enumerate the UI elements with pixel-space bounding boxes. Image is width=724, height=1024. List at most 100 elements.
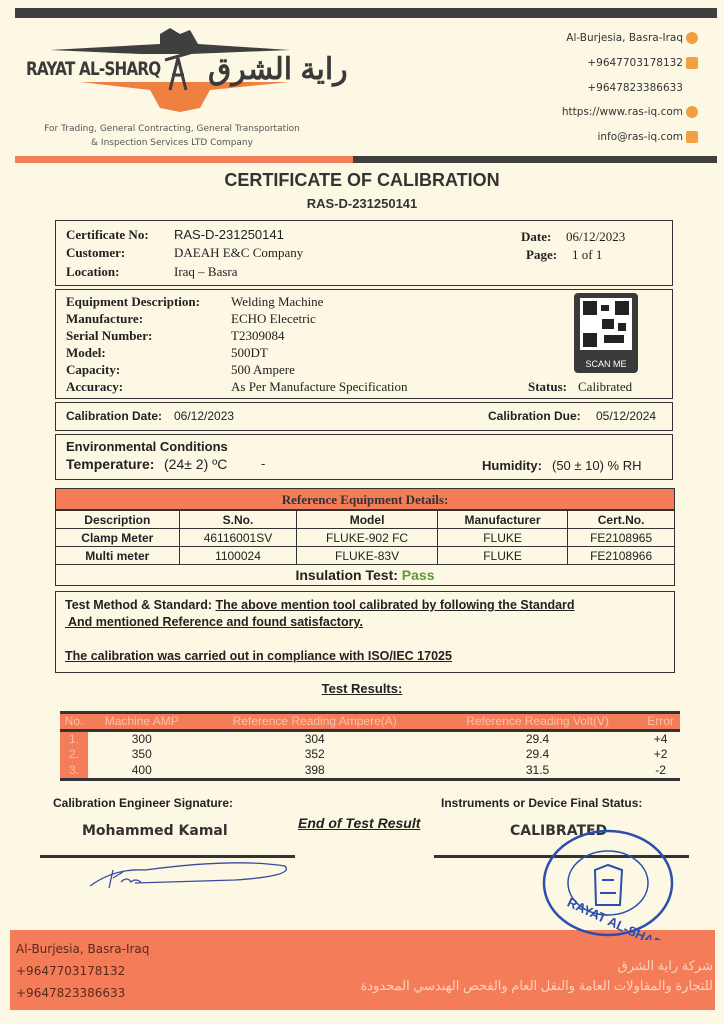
qr-code[interactable]: SCAN ME (574, 293, 638, 373)
temperature-value: (24± 2) ºC (164, 456, 228, 472)
test-results-title: Test Results: (321, 681, 403, 696)
logo-company-name: RAYAT AL-SHARQ (26, 58, 161, 80)
reference-cell: FE2108965 (567, 528, 675, 547)
reference-cell: FE2108966 (567, 546, 675, 565)
reference-cell: 1100024 (178, 546, 298, 565)
contact-phone-2: +9647823386633 (587, 82, 683, 94)
insulation-test: Insulation Test: Pass (55, 564, 675, 586)
status-signature-line (434, 855, 689, 858)
results-cell: +2 (653, 747, 668, 761)
reference-cell: Clamp Meter (55, 528, 180, 547)
footer-phone-2: +9647823386633 (16, 986, 126, 1000)
customer-label: Customer: (66, 245, 126, 260)
results-cell: 350 (131, 747, 152, 761)
engineer-signature-label: Calibration Engineer Signature: (53, 796, 234, 810)
results-cell: 29.4 (525, 747, 550, 761)
results-row: 2. 350 352 29.4 +2 (60, 746, 680, 762)
reference-cell: 46116001SV (178, 528, 298, 547)
equipment-desc-value: Welding Machine (231, 294, 324, 309)
final-status-label: Instruments or Device Final Status: (441, 796, 643, 810)
results-header-row: No. Machine AMP Reference Reading Ampere(A… (60, 714, 680, 730)
company-logo (50, 28, 290, 112)
reference-column-header: S.No. (178, 510, 298, 529)
cert-no-label: Certificate No: (66, 227, 149, 242)
tagline-line: & Inspection Services LTD Company (91, 138, 253, 148)
email-link[interactable]: info@ras-iq.com (597, 131, 683, 143)
separator: - (261, 456, 266, 471)
header-band-orange (15, 156, 353, 163)
document-title: CERTIFICATE OF CALIBRATION (224, 170, 500, 190)
model-value: 500DT (231, 345, 268, 360)
results-cell: 31.5 (525, 763, 550, 777)
date-label: Date: (521, 229, 552, 244)
reference-row: Multi meter 1100024 FLUKE-83V FLUKE FE210896… (55, 546, 675, 565)
humidity-label: Humidity: (482, 458, 542, 473)
footer-address: Al-Burjesia, Basra-Iraq (16, 942, 150, 956)
status-label: Status: (528, 379, 568, 394)
reference-cell: FLUKE (436, 528, 569, 547)
calibration-date-value: 06/12/2023 (174, 409, 235, 423)
environment-title: Environmental Conditions (66, 439, 228, 454)
manufacture-label: Manufacture: (66, 311, 144, 326)
accuracy-label: Accuracy: (66, 379, 124, 394)
test-method-text: The above mention tool calibrated by fol… (215, 598, 575, 612)
test-method-label: Test Method & Standard: (65, 598, 212, 612)
page-label: Page: (526, 247, 558, 262)
results-cell: 1. (60, 730, 88, 746)
qr-caption: SCAN ME (585, 359, 627, 369)
results-cell: 3. (60, 762, 88, 778)
signature-line (40, 855, 295, 858)
results-cell: -2 (655, 763, 666, 777)
contact-website: https://www.ras-iq.com (562, 106, 698, 118)
mail-icon (686, 131, 698, 143)
results-cell: +4 (653, 731, 668, 746)
calibration-due-label: Calibration Due: (488, 409, 581, 423)
capacity-value: 500 Ampere (231, 362, 295, 377)
results-column-header: Machine AMP (104, 714, 179, 729)
globe-icon (686, 106, 698, 118)
test-method-text-2: And mentioned Reference and found satisf… (65, 615, 363, 629)
results-cell: 300 (131, 731, 152, 746)
reference-column-header: Model (296, 510, 438, 529)
engineer-name: Mohammed Kamal (82, 823, 228, 839)
capacity-label: Capacity: (66, 362, 121, 377)
stamp-text: RAYAT AL-SHARQ Co. (565, 895, 680, 940)
footer-arabic-tagline: للتجارة والمقاولات العامة والنقل العام و… (360, 978, 714, 993)
certificate-info-box: Certificate No: RAS-D-231250141 Customer… (55, 220, 673, 286)
reference-table: Description S.No. Model Manufacturer Cert.No… (55, 510, 675, 586)
tagline: For Trading, General Contracting, Genera… (22, 122, 322, 150)
location-label: Location: (66, 264, 120, 279)
end-of-test-result: End of Test Result (298, 815, 421, 831)
reference-cell: FLUKE (436, 546, 569, 565)
results-row: 1. 300 304 29.4 +4 (60, 730, 680, 746)
location-pin-icon (686, 32, 698, 44)
results-cell: 352 (304, 747, 325, 761)
reference-row: Clamp Meter 46116001SV FLUKE-902 FC FLUKE FE… (55, 528, 675, 547)
reference-cell: FLUKE-83V (296, 546, 438, 565)
calibration-due-value: 05/12/2024 (596, 409, 657, 423)
calibration-dates-box: Calibration Date: 06/12/2023 Calibration… (55, 402, 673, 431)
results-column-header: Reference Reading Ampere(A) (232, 714, 397, 729)
phone-text: +9647703178132 (587, 57, 683, 69)
results-row: 3. 400 398 31.5 -2 (60, 762, 680, 778)
model-label: Model: (66, 345, 106, 360)
results-column-header: Reference Reading Volt(V) (466, 714, 609, 729)
website-link[interactable]: https://www.ras-iq.com (561, 106, 683, 118)
page-value: 1 of 1 (572, 247, 603, 262)
calibration-date-label: Calibration Date: (66, 409, 163, 423)
tagline-line: For Trading, General Contracting, Genera… (44, 124, 300, 134)
engineer-signature (89, 862, 288, 889)
contact-email: info@ras-iq.com (597, 131, 698, 143)
test-results-section: No. Machine AMP Reference Reading Ampere(A… (60, 711, 680, 781)
results-column-header: No. (64, 714, 84, 729)
customer-value: DAEAH E&C Company (174, 245, 304, 260)
phone-icon (686, 57, 698, 69)
results-cell: 400 (131, 763, 152, 777)
serial-label: Serial Number: (66, 328, 153, 343)
qr-code-icon (580, 298, 632, 350)
top-bar (15, 8, 717, 18)
reference-column-header: Manufacturer (436, 510, 569, 529)
footer-band: Al-Burjesia, Basra-Iraq +9647703178132 +… (10, 930, 715, 1010)
reference-cell: Multi meter (55, 546, 180, 565)
results-cell: 2. (60, 746, 88, 762)
